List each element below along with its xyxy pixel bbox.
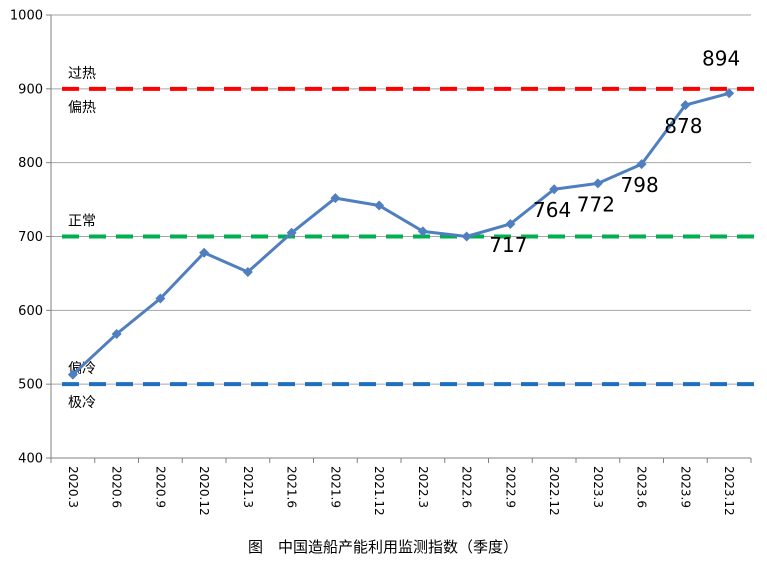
y-tick-label: 1000 [10,9,43,24]
x-tick-label: 2021.12 [372,466,386,516]
x-tick-label: 2023.9 [678,466,692,508]
x-tick-label: 2020.12 [197,466,211,516]
data-label: 894 [702,46,740,70]
data-label: 764 [533,198,571,222]
y-tick-label: 400 [18,452,43,467]
x-tick-label: 2020.9 [153,466,167,508]
zone-label: 极冷 [68,395,96,411]
y-tick-label: 800 [18,156,43,171]
data-point [242,266,253,277]
data-point [67,369,78,380]
zone-label: 过热 [68,66,96,82]
data-label: 798 [621,173,659,197]
series [67,88,735,380]
data-point [549,184,560,195]
y-tick-label: 700 [18,230,43,245]
x-tick-label: 2021.3 [241,466,255,508]
data-point [461,231,472,242]
data-point [636,159,647,170]
x-tick-label: 2022.12 [547,466,561,516]
series-line [71,91,730,376]
data-label: 772 [577,192,615,216]
x-tick-label: 2022.3 [416,466,430,508]
x-tick-label: 2022.6 [460,466,474,508]
x-tick-label: 2022.9 [503,466,517,508]
y-axis-ticks: 400 500 600 700 800 900 1000 [10,9,51,467]
data-point [330,193,341,204]
chart-caption: 图 中国造船产能利用监测指数（季度） [248,538,518,556]
data-point [374,200,385,211]
x-tick-label: 2021.9 [328,466,342,508]
x-tick-label: 2020.6 [110,466,124,508]
data-point [417,226,428,237]
zone-label: 正常 [68,214,96,230]
gridlines [51,14,751,385]
x-tick-label: 2023.12 [722,466,736,516]
x-tick-label: 2021.6 [285,466,299,508]
data-label: 717 [489,233,527,257]
data-point [111,328,122,339]
data-point [724,88,735,99]
data-point [505,218,516,229]
x-axis-ticks: 2020.3 2020.6 2020.9 2020.12 2021.3 2021.6 202… [50,458,752,516]
y-tick-label: 900 [18,82,43,97]
zone-label: 偏热 [68,100,96,116]
data-point [155,293,166,304]
threshold-lines [62,86,757,387]
y-tick-label: 500 [18,378,43,393]
y-tick-label: 600 [18,304,43,319]
x-tick-label: 2023.6 [635,466,649,508]
data-point [199,247,210,258]
x-tick-label: 2023.3 [591,466,605,508]
x-tick-label: 2020.3 [66,466,80,508]
data-point [286,227,297,238]
data-label: 878 [664,114,702,138]
data-point [592,178,603,189]
data-point [680,100,691,111]
